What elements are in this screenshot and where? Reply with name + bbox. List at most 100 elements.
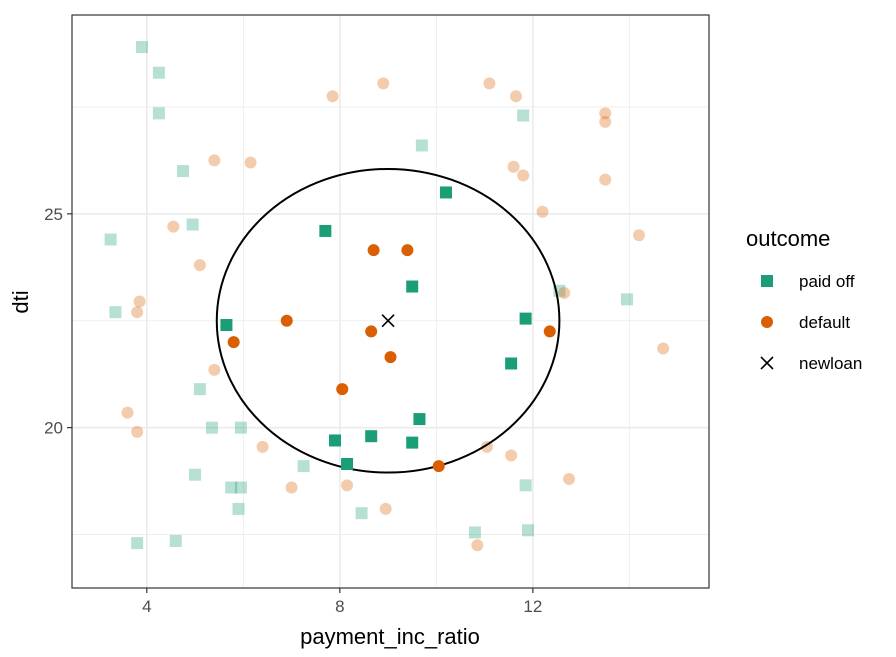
faded-default-point bbox=[285, 481, 298, 494]
faded-default-point bbox=[131, 306, 144, 319]
paid-off-point bbox=[519, 312, 532, 325]
faded-default-point bbox=[341, 479, 354, 492]
faded-paid-off-point bbox=[232, 502, 245, 515]
legend-label: default bbox=[799, 313, 850, 332]
legend: outcome paid off default newloan bbox=[746, 226, 862, 373]
paid-off-point bbox=[341, 457, 354, 470]
faded-paid-off-point bbox=[522, 524, 535, 537]
faded-default-point bbox=[193, 259, 206, 272]
faded-paid-off-point bbox=[205, 421, 218, 434]
default-point bbox=[543, 325, 556, 338]
y-tick-label: 25 bbox=[44, 205, 63, 224]
faded-paid-off-point bbox=[193, 383, 206, 396]
faded-default-point bbox=[244, 156, 257, 169]
faded-paid-off-point bbox=[234, 481, 247, 494]
default-point bbox=[365, 325, 378, 338]
faded-paid-off-point bbox=[109, 306, 122, 319]
legend-entry: newloan bbox=[760, 354, 862, 373]
faded-default-point bbox=[599, 173, 612, 186]
legend-cross-key bbox=[760, 356, 774, 370]
paid-off-point bbox=[329, 434, 342, 447]
faded-default-point bbox=[167, 220, 180, 233]
faded-paid-off-point bbox=[415, 139, 428, 152]
paid-off-point bbox=[439, 186, 452, 199]
default-point bbox=[384, 351, 397, 364]
legend-label: newloan bbox=[799, 354, 862, 373]
faded-paid-off-point bbox=[152, 107, 165, 120]
faded-default-point bbox=[208, 154, 221, 167]
faded-default-point bbox=[133, 295, 146, 308]
legend-square-key bbox=[761, 275, 773, 287]
faded-default-point bbox=[563, 472, 576, 485]
y-axis-title: dti bbox=[8, 290, 33, 313]
faded-paid-off-point bbox=[517, 109, 530, 122]
faded-default-point bbox=[517, 169, 530, 182]
x-axis-title: payment_inc_ratio bbox=[300, 624, 480, 649]
faded-paid-off-point bbox=[135, 41, 148, 54]
faded-paid-off-point bbox=[620, 293, 633, 306]
faded-default-point bbox=[208, 363, 221, 376]
paid-off-point bbox=[505, 357, 518, 370]
faded-paid-off-point bbox=[355, 507, 368, 520]
x-tick-label: 8 bbox=[335, 597, 344, 616]
y-tick-label: 20 bbox=[44, 419, 63, 438]
faded-paid-off-point bbox=[225, 481, 238, 494]
faded-default-point bbox=[507, 160, 520, 173]
panel-border bbox=[71, 14, 710, 589]
legend-title: outcome bbox=[746, 226, 830, 251]
default-point bbox=[367, 244, 380, 257]
faded-default-point bbox=[536, 205, 549, 218]
faded-default-point bbox=[256, 440, 269, 453]
legend-entry: default bbox=[761, 313, 850, 332]
paid-off-point bbox=[406, 280, 419, 293]
faded-paid-off-point bbox=[468, 526, 481, 539]
faded-paid-off-point bbox=[186, 218, 199, 231]
paid-off-point bbox=[319, 224, 332, 237]
faded-default-point bbox=[379, 502, 392, 515]
plot-area bbox=[72, 15, 709, 588]
cross-stroke bbox=[760, 356, 774, 370]
paid-off-point bbox=[406, 436, 419, 449]
cross-stroke bbox=[381, 314, 395, 328]
faded-paid-off-point bbox=[176, 165, 189, 178]
default-point bbox=[280, 314, 293, 327]
faded-default-point bbox=[657, 342, 670, 355]
neighborhood-circle bbox=[215, 167, 561, 474]
faded-paid-off-point bbox=[519, 479, 532, 492]
faded-default-point bbox=[509, 90, 522, 103]
faded-default-point bbox=[599, 107, 612, 120]
faded-paid-off-point bbox=[169, 534, 182, 547]
faded-default-point bbox=[121, 406, 134, 419]
faded-default-point bbox=[131, 425, 144, 438]
faded-default-point bbox=[471, 539, 484, 552]
faded-paid-off-point bbox=[234, 421, 247, 434]
faded-paid-off-point bbox=[152, 66, 165, 79]
legend-label: paid off bbox=[799, 272, 855, 291]
faded-paid-off-point bbox=[104, 233, 117, 246]
faded-paid-off-point bbox=[297, 460, 310, 473]
faded-default-point bbox=[633, 229, 646, 242]
default-point bbox=[227, 336, 240, 349]
faded-paid-off-point bbox=[131, 537, 144, 550]
paid-off-point bbox=[365, 430, 378, 443]
legend-entry: paid off bbox=[761, 272, 855, 291]
faded-default-point bbox=[326, 90, 339, 103]
faded-default-point bbox=[558, 286, 571, 299]
default-point bbox=[432, 460, 445, 473]
faded-default-point bbox=[377, 77, 390, 90]
axes: 4 8 12 20 25 bbox=[44, 205, 542, 616]
legend-circle-key bbox=[761, 316, 773, 328]
faded-default-point bbox=[505, 449, 518, 462]
default-point bbox=[336, 383, 349, 396]
newloan-point bbox=[381, 314, 395, 328]
faded-default-point bbox=[483, 77, 496, 90]
faded-paid-off-point bbox=[189, 468, 202, 481]
faded-default-point bbox=[599, 115, 612, 128]
x-tick-label: 4 bbox=[142, 597, 151, 616]
paid-off-point bbox=[220, 319, 233, 332]
x-tick-label: 12 bbox=[523, 597, 542, 616]
plot-panel bbox=[71, 14, 710, 589]
default-point bbox=[401, 244, 414, 257]
paid-off-point bbox=[413, 413, 426, 426]
